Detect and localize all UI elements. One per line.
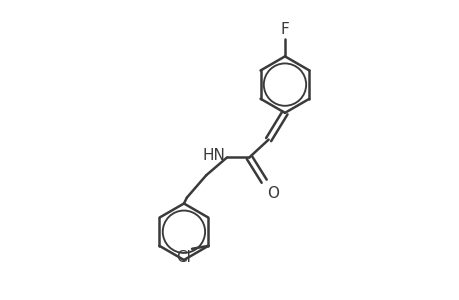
Text: HN: HN [202,148,225,164]
Text: Cl: Cl [175,250,190,265]
Text: F: F [280,22,289,37]
Text: O: O [267,186,279,201]
